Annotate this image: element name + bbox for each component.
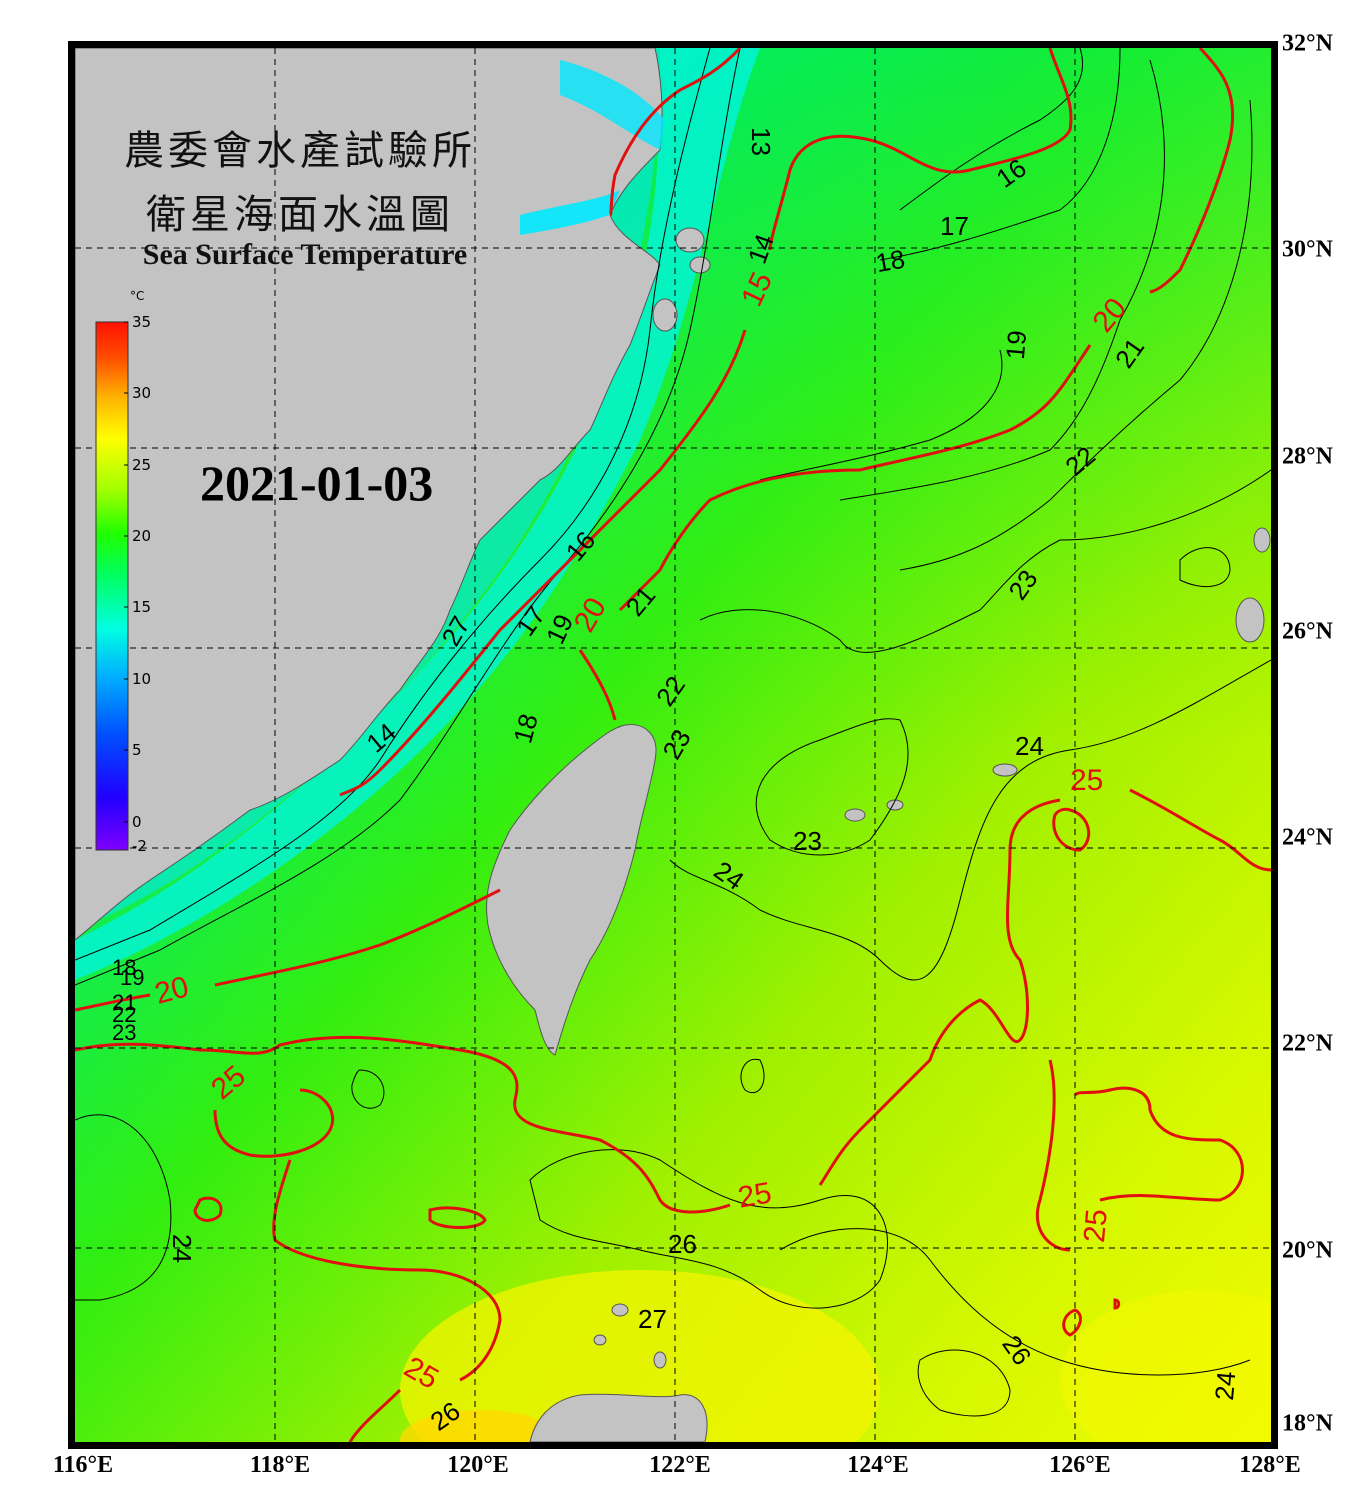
lat-lon-grid <box>75 48 1271 1442</box>
colorbar-tick: 30 <box>132 384 152 402</box>
lon-label: 128°E <box>1239 1452 1301 1478</box>
map-date: 2021-01-03 <box>200 455 434 511</box>
land-taiwan <box>486 724 657 1056</box>
lat-label: 28°N <box>1282 443 1333 470</box>
colorbar-tick: 20 <box>132 527 152 545</box>
contour-label: 21 <box>112 990 136 1015</box>
contour-label-red: 25 <box>1070 764 1103 797</box>
contour-label: 23 <box>112 1020 136 1045</box>
lon-label: 124°E <box>847 1452 909 1478</box>
colorbar-tick: 25 <box>132 456 152 474</box>
colorbar-tick: 10 <box>132 670 152 688</box>
lon-label: 122°E <box>649 1452 711 1478</box>
title-english: Sea Surface Temperature <box>142 238 468 271</box>
title-chinese-line1: 農委會水產試驗所 <box>124 128 476 174</box>
contour-label: 24 <box>167 1234 197 1263</box>
lon-label: 120°E <box>447 1452 509 1478</box>
contour-label: 26 <box>668 1229 697 1259</box>
contour-label: 17 <box>940 211 969 241</box>
contour-label: 18 <box>112 955 136 980</box>
lat-label: 32°N <box>1282 30 1333 57</box>
colorbar-tick: 0 <box>132 813 142 831</box>
contour-label: 23 <box>793 826 822 856</box>
title-chinese-line2: 衛星海面水溫圖 <box>146 192 454 238</box>
major-contours <box>75 48 1271 1442</box>
contour-label-red: 25 <box>735 1176 774 1214</box>
contour-label: 24 <box>1015 731 1044 761</box>
contour-label: 13 <box>746 127 776 156</box>
contour-label: 19 <box>120 965 144 990</box>
colorbar-tick: 15 <box>132 598 152 616</box>
lat-label: 26°N <box>1282 618 1333 645</box>
lon-label: 116°E <box>52 1452 114 1478</box>
map-frame <box>68 41 1278 1449</box>
lat-label: 22°N <box>1282 1030 1333 1057</box>
contour-label: 24 <box>1209 1370 1241 1401</box>
contour-label: 19 <box>1000 329 1032 360</box>
lat-label: 30°N <box>1282 236 1333 263</box>
colorbar-tick: 5 <box>132 741 142 759</box>
land-luzon <box>529 1393 708 1442</box>
contour-label: 27 <box>638 1304 667 1334</box>
lat-label: 24°N <box>1282 824 1333 851</box>
contour-label-red: 25 <box>1078 1208 1114 1244</box>
colorbar-tick: 35 <box>132 313 152 331</box>
colorbar-unit: °C <box>130 289 145 303</box>
contour-label: 18 <box>873 244 907 279</box>
contour-label: 22 <box>112 1002 136 1027</box>
colorbar <box>95 321 129 851</box>
lon-label: 126°E <box>1049 1452 1111 1478</box>
lat-label: 20°N <box>1282 1237 1333 1264</box>
lon-label: 118°E <box>249 1452 311 1478</box>
colorbar-tick: -2 <box>132 837 147 855</box>
lat-label: 18°N <box>1282 1410 1333 1437</box>
